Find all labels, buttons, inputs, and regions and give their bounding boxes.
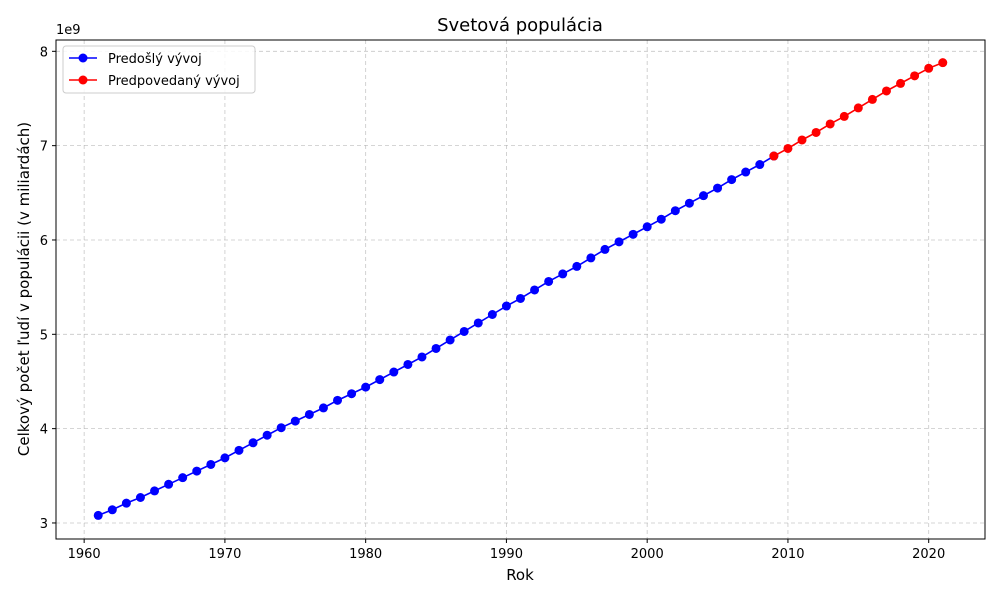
series-2-point [881,86,891,96]
y-tick-label: 3 [40,517,48,532]
series-1-point [614,237,624,247]
series-1-point [530,285,540,295]
series-1-point [698,191,708,201]
series-1-point [135,492,145,502]
series-1-point [150,486,160,496]
x-tick-label: 1980 [349,547,382,562]
series-2-point [938,58,948,68]
series-2-point [853,103,863,113]
series-1-point [670,206,680,216]
series-2-point [910,71,920,81]
series-1-point [600,244,610,254]
series-1-point [445,335,455,345]
series-1-point [459,326,469,336]
series-2-point [769,151,779,161]
legend-marker-2 [78,75,88,85]
series-1-point [501,301,511,311]
series-1-point [473,318,483,328]
series-1-point [206,459,216,469]
series-1-point [107,505,117,515]
series-1-point [642,222,652,232]
y-tick-label: 5 [40,328,48,343]
y-axis-label: Celkový počet ľudí v populácii (v miliar… [15,122,33,456]
series-1-point [558,269,568,279]
series-1-point [248,438,258,448]
plot-frame [55,39,986,540]
series-1-point [361,382,371,392]
y-offset-label: 1e9 [56,23,81,38]
series-2-point [839,111,849,121]
series-2-point [924,63,934,73]
x-tick-label: 2010 [771,547,804,562]
y-tick-label: 8 [40,45,48,60]
series-1-point [178,473,188,483]
legend-label-1: Predošlý vývoj [108,52,202,67]
series-1-point [431,343,441,353]
y-tick-label: 4 [40,423,48,438]
series-1-point [304,409,314,419]
series-1-point [192,466,202,476]
legend-label-2: Predpovedaný vývoj [108,74,240,89]
series-1-point [516,293,525,303]
legend: Predošlý vývoj Predpovedaný vývoj [62,45,256,94]
legend-box [62,45,256,94]
series-1-point [684,198,694,208]
y-axis-ticks: 3 4 5 6 7 8 [40,45,56,532]
series-1-point [389,367,399,377]
series-1-point [347,389,357,399]
x-axis-ticks: 1960 1970 1980 1990 2000 2010 2020 [68,539,945,562]
series-1-point [713,183,723,193]
series-1-point [572,261,582,271]
series-1-point [276,423,286,433]
series-2-point [896,78,906,88]
series-2-point [797,135,807,145]
series-layer [93,58,948,520]
series-1-point [121,498,131,508]
series-1-point [586,253,596,263]
series-1-point [234,445,244,455]
series-1-point [375,375,385,385]
series-1-point [656,214,666,224]
x-axis-label: Rok [506,566,534,584]
series-1-point [755,160,765,170]
series-2-point [825,119,835,129]
series-1-point [290,416,300,426]
series-2-point [811,127,821,137]
x-tick-label: 2020 [912,547,945,562]
series-2-point [867,94,877,104]
series-1-point [262,430,272,440]
series-1-point [164,479,174,489]
x-tick-label: 2000 [631,547,664,562]
series-1-point [318,403,328,413]
y-tick-label: 6 [40,234,48,249]
chart-title: Svetová populácia [437,15,603,36]
x-tick-label: 1990 [490,547,523,562]
series-1-point [93,510,103,520]
series-2-point [783,143,793,153]
series-1-point [333,395,343,405]
series-1-point [628,229,638,239]
grid [56,40,985,539]
legend-marker-1 [78,53,88,63]
series-1-point [544,276,554,286]
y-tick-label: 7 [40,140,48,155]
series-1-point [487,309,497,319]
series-1-point [417,352,427,362]
x-tick-label: 1960 [68,547,101,562]
series-1-point [727,175,737,185]
series-1-point [403,359,413,369]
series-1-point [741,167,751,177]
x-tick-label: 1970 [208,547,241,562]
series-1-point [220,453,230,463]
